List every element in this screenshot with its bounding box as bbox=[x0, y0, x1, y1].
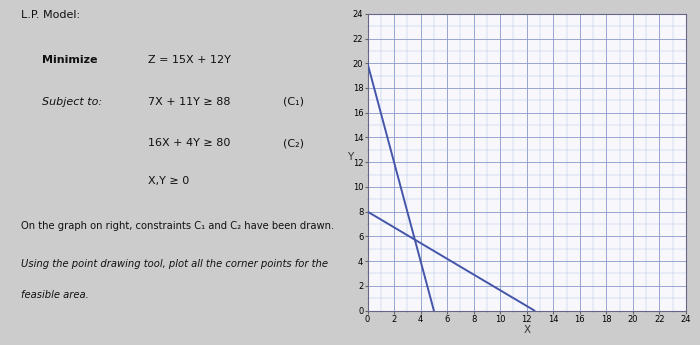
Text: (C₂): (C₂) bbox=[283, 138, 304, 148]
Text: 16X + 4Y ≥ 80: 16X + 4Y ≥ 80 bbox=[148, 138, 231, 148]
Text: Subject to:: Subject to: bbox=[43, 97, 102, 107]
Text: Minimize: Minimize bbox=[43, 55, 98, 65]
Text: 7X + 11Y ≥ 88: 7X + 11Y ≥ 88 bbox=[148, 97, 231, 107]
Text: (C₁): (C₁) bbox=[283, 97, 304, 107]
Y-axis label: Y: Y bbox=[346, 152, 353, 162]
Text: Using the point drawing tool, plot all the corner points for the: Using the point drawing tool, plot all t… bbox=[21, 259, 328, 269]
Text: feasible area.: feasible area. bbox=[21, 290, 89, 300]
Text: Z = 15X + 12Y: Z = 15X + 12Y bbox=[148, 55, 231, 65]
X-axis label: X: X bbox=[523, 325, 531, 335]
Text: On the graph on right, constraints C₁ and C₂ have been drawn.: On the graph on right, constraints C₁ an… bbox=[21, 221, 335, 231]
Text: X,Y ≥ 0: X,Y ≥ 0 bbox=[148, 176, 190, 186]
Text: L.P. Model:: L.P. Model: bbox=[21, 10, 80, 20]
